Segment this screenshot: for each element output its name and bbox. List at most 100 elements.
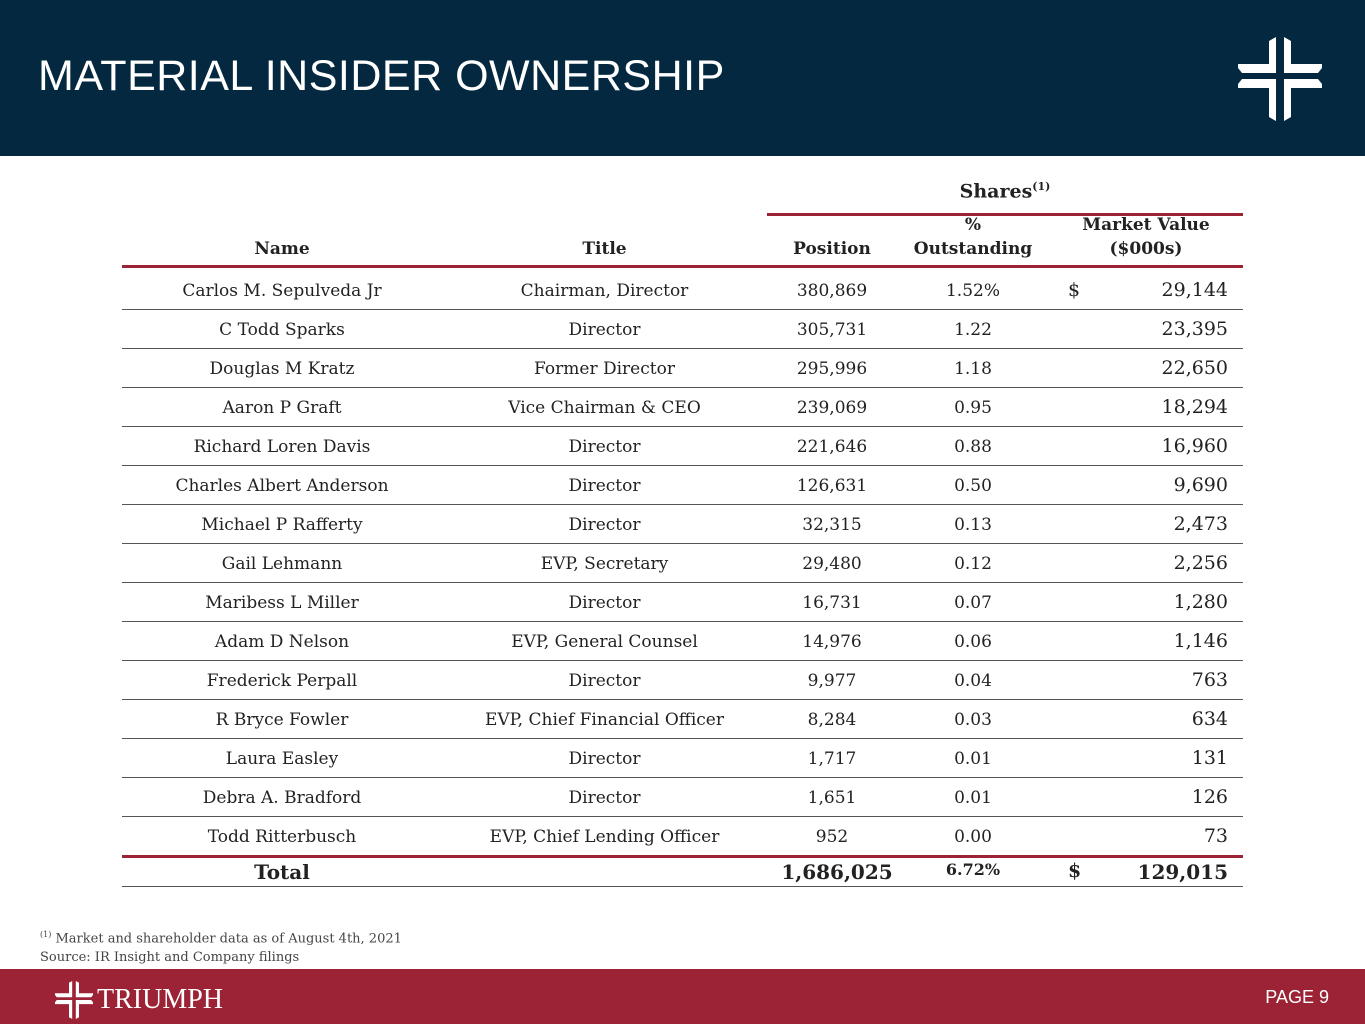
cell-pct: 0.00	[954, 827, 992, 847]
total-dollar: $	[1068, 860, 1082, 882]
cell-title: Vice Chairman & CEO	[508, 398, 701, 418]
cell-name: Frederick Perpall	[206, 671, 358, 691]
cell-position: 29,480	[802, 554, 862, 574]
total-row: Total 1,686,025 6.72% $ 129,015	[122, 855, 1243, 887]
cell-pct: 1.18	[954, 359, 992, 379]
table-row: Carlos M. Sepulveda Jr Chairman, Directo…	[122, 271, 1243, 310]
table-row: Michael P Rafferty Director 32,315 0.13 …	[122, 505, 1243, 544]
cell-market-value: 22,650	[1161, 357, 1228, 379]
table-row: C Todd Sparks Director 305,731 1.22 23,3…	[122, 310, 1243, 349]
cell-position: 952	[815, 827, 849, 847]
cell-title: Director	[568, 593, 641, 613]
cell-name: Douglas M Kratz	[209, 359, 355, 379]
cell-name: Maribess L Miller	[205, 593, 359, 613]
table-row: Richard Loren Davis Director 221,646 0.8…	[122, 427, 1243, 466]
cell-pct: 0.04	[954, 671, 992, 691]
cell-position: 9,977	[807, 671, 857, 691]
cell-market-value: 18,294	[1161, 396, 1228, 418]
cell-name: Adam D Nelson	[214, 632, 350, 652]
cell-pct: 0.01	[954, 749, 992, 769]
cell-title: Chairman, Director	[520, 281, 689, 301]
cell-pct: 0.12	[954, 554, 992, 574]
table-row: Frederick Perpall Director 9,977 0.04 76…	[122, 661, 1243, 700]
cell-position: 126,631	[796, 476, 868, 496]
cell-name: Gail Lehmann	[221, 554, 343, 574]
cell-name: Todd Ritterbusch	[207, 827, 357, 847]
cell-title: Director	[568, 788, 641, 808]
cell-position: 1,651	[807, 788, 857, 808]
total-label: Total	[254, 860, 310, 884]
cell-title: EVP, Chief Lending Officer	[489, 827, 720, 847]
page-number: PAGE 9	[1265, 987, 1329, 1007]
cell-name: Carlos M. Sepulveda Jr	[182, 281, 382, 301]
table-row: Laura Easley Director 1,717 0.01 131	[122, 739, 1243, 778]
cell-position: 239,069	[796, 398, 868, 418]
cell-pct: 0.88	[954, 437, 992, 457]
triumph-cross-icon	[55, 981, 93, 1019]
triumph-cross-logo-icon	[1238, 37, 1322, 121]
cell-market-value: 9,690	[1173, 474, 1228, 496]
cell-title: Former Director	[534, 359, 675, 379]
cell-market-value: 23,395	[1161, 318, 1228, 340]
brand-logo: TRIUMPH	[55, 981, 223, 1019]
cell-market-value: 634	[1191, 708, 1228, 730]
table-row: Gail Lehmann EVP, Secretary 29,480 0.12 …	[122, 544, 1243, 583]
cell-pct: 0.06	[954, 632, 992, 652]
cell-position: 14,976	[802, 632, 862, 652]
source-note: Source: IR Insight and Company filings	[40, 950, 300, 966]
table-row: Charles Albert Anderson Director 126,631…	[122, 466, 1243, 505]
cell-position: 32,315	[802, 515, 862, 535]
table-row: Adam D Nelson EVP, General Counsel 14,97…	[122, 622, 1243, 661]
table-row: R Bryce Fowler EVP, Chief Financial Offi…	[122, 700, 1243, 739]
cell-market-value: 2,473	[1173, 513, 1228, 535]
cell-position: 221,646	[796, 437, 868, 457]
cell-name: R Bryce Fowler	[215, 710, 349, 730]
divider	[767, 213, 1243, 216]
cell-position: 1,717	[807, 749, 857, 769]
cell-name: Laura Easley	[225, 749, 339, 769]
table-header: Name Title Position % Outstanding Market …	[122, 215, 1243, 268]
cell-market-value: 1,280	[1173, 591, 1228, 613]
footnote: Market and shareholder data as of August…	[55, 931, 402, 947]
cell-title: Director	[568, 437, 641, 457]
shares-group-header: Shares(1)	[959, 180, 1051, 203]
cell-title: EVP, Chief Financial Officer	[485, 710, 724, 730]
cell-pct: 0.95	[954, 398, 992, 418]
cell-name: Michael P Rafferty	[201, 515, 363, 535]
total-position: 1,686,025	[781, 860, 893, 884]
page-title: MATERIAL INSIDER OWNERSHIP	[38, 52, 725, 100]
cell-pct: 1.52%	[945, 281, 1000, 301]
cell-pct: 0.50	[954, 476, 992, 496]
brand-name: TRIUMPH	[97, 984, 224, 1015]
header-banner: MATERIAL INSIDER OWNERSHIP	[0, 0, 1365, 156]
cell-title: Director	[568, 476, 641, 496]
cell-name: Richard Loren Davis	[193, 437, 371, 457]
table-row: Debra A. Bradford Director 1,651 0.01 12…	[122, 778, 1243, 817]
cell-title: Director	[568, 671, 641, 691]
cell-title: Director	[568, 749, 641, 769]
cell-name: Aaron P Graft	[222, 398, 342, 418]
col-title: Title	[582, 239, 627, 259]
cell-name: Charles Albert Anderson	[175, 476, 389, 496]
footnotes: (1) Market and shareholder data as of Au…	[40, 930, 402, 966]
col-name: Name	[254, 239, 310, 259]
cell-market-value: 29,144	[1161, 279, 1228, 301]
cell-position: 16,731	[802, 593, 862, 613]
cell-market-value: 131	[1191, 747, 1228, 769]
cell-dollar: $	[1068, 279, 1081, 301]
col-position: Position	[793, 239, 871, 259]
total-pct: 6.72%	[945, 860, 1001, 879]
col-pct-outstanding: % Outstanding	[913, 215, 1033, 259]
cell-title: EVP, General Counsel	[511, 632, 698, 652]
cell-title: Director	[568, 515, 641, 535]
cell-market-value: 16,960	[1161, 435, 1228, 457]
cell-title: EVP, Secretary	[540, 554, 669, 574]
col-market-value: Market Value ($000s)	[1082, 215, 1210, 259]
cell-title: Director	[568, 320, 641, 340]
cell-market-value: 1,146	[1173, 630, 1228, 652]
cell-pct: 0.13	[954, 515, 992, 535]
cell-position: 305,731	[796, 320, 868, 340]
cell-position: 8,284	[807, 710, 857, 730]
total-market-value: 129,015	[1137, 860, 1228, 884]
cell-market-value: 763	[1191, 669, 1228, 691]
